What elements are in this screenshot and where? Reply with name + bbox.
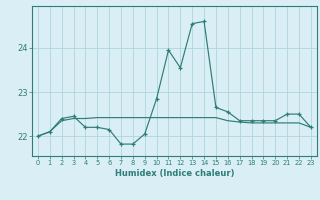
X-axis label: Humidex (Indice chaleur): Humidex (Indice chaleur) xyxy=(115,169,234,178)
